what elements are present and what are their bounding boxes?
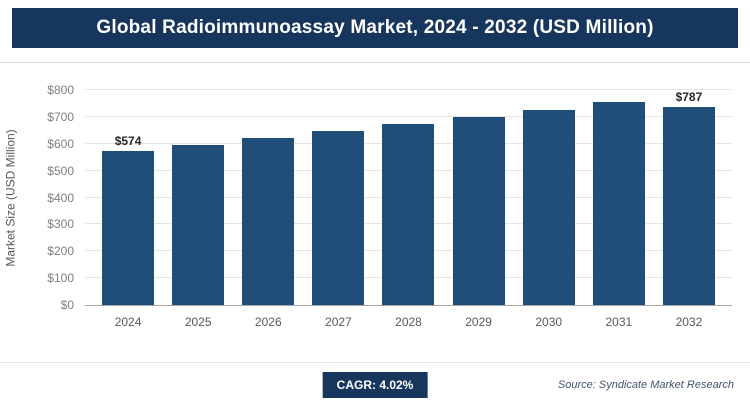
x-tick-label: 2030	[535, 315, 563, 329]
y-tick-label: $200	[47, 244, 74, 259]
x-tick-label: 2028	[395, 315, 422, 329]
x-axis-labels: 2024 2025 2026 2027 2028 2029 2030 2031 2032	[85, 306, 732, 329]
y-axis-title-box: Market Size (USD Million)	[2, 90, 20, 305]
bar-column	[522, 90, 575, 305]
bar-column	[382, 90, 435, 305]
gridline	[85, 115, 732, 117]
bar-cell: $574	[93, 90, 163, 305]
x-tick-label: 2026	[254, 315, 282, 329]
x-tick-label: 2032	[675, 315, 703, 329]
bar-2031	[592, 101, 645, 305]
x-tick-label: 2027	[325, 315, 352, 329]
x-tick-label: 2029	[465, 315, 492, 329]
y-tick-label: $400	[47, 190, 74, 205]
plot-area: $574 $787	[85, 89, 732, 306]
bar-value-label: $574	[114, 133, 142, 148]
y-tick-label: $300	[47, 217, 74, 232]
bar-2032	[662, 107, 715, 305]
bar-cell	[373, 90, 443, 305]
footer-divider	[0, 362, 750, 363]
page-title: Global Radioimmunoassay Market, 2024 - 2…	[96, 17, 654, 38]
bar-2025	[172, 144, 225, 305]
y-tick-label: $600	[47, 136, 74, 151]
y-axis-ticks: $0 $100 $200 $300 $400 $500 $600 $700 $800	[28, 83, 80, 312]
bar-cell: $787	[654, 90, 724, 305]
y-tick-label: $700	[47, 109, 74, 124]
y-tick-label: $500	[47, 163, 74, 178]
bar-cell	[584, 90, 654, 305]
bar-column	[592, 90, 645, 305]
bar-value-label: $787	[675, 90, 703, 104]
bar-column: $787	[662, 90, 715, 305]
y-tick-label: $0	[60, 298, 74, 312]
gridline	[85, 89, 732, 90]
bar-2030	[522, 109, 575, 305]
bar-cell	[444, 90, 514, 305]
y-tick-label: $100	[47, 271, 74, 286]
bar-column: $574	[102, 90, 155, 305]
bar-column	[312, 90, 365, 305]
bar-column	[172, 90, 225, 305]
bar-2028	[382, 124, 435, 305]
bar-2027	[312, 131, 365, 305]
y-axis-title: Market Size (USD Million)	[4, 128, 19, 267]
bar-2026	[242, 138, 295, 305]
x-tick-label: 2031	[605, 315, 633, 329]
bar-2024	[102, 150, 155, 305]
bar-cell	[233, 90, 303, 305]
header-divider	[0, 62, 750, 63]
cagr-badge: CAGR: 4.02%	[322, 372, 428, 398]
bar-cell	[163, 90, 233, 305]
header-banner: Global Radioimmunoassay Market, 2024 - 2…	[12, 8, 738, 48]
source-text: Source: Syndicate Market Research	[557, 379, 734, 391]
x-tick-label: 2024	[114, 315, 142, 329]
bar-cell	[514, 90, 584, 305]
bar-column	[452, 90, 505, 305]
bar-2029	[452, 117, 505, 305]
x-tick-label: 2025	[184, 315, 212, 329]
bar-column	[242, 90, 295, 305]
bars-row: $574 $787	[85, 90, 732, 305]
bar-cell	[303, 90, 373, 305]
y-tick-label: $800	[47, 83, 74, 97]
